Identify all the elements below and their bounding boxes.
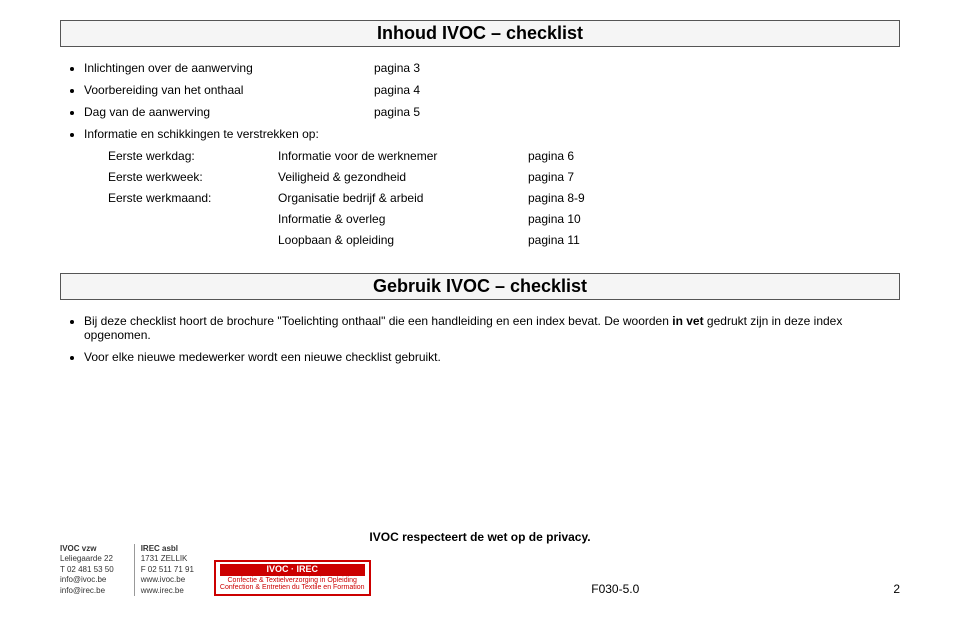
badge-top: IVOC · IREC — [220, 564, 365, 576]
footer-pagenum: 2 — [860, 582, 900, 596]
toc-what: Loopbaan & opleiding — [278, 233, 528, 247]
heading-inhoud: Inhoud IVOC – checklist — [60, 20, 900, 47]
toc-what: Informatie & overleg — [278, 212, 528, 226]
heading-gebruik: Gebruik IVOC – checklist — [60, 273, 900, 300]
toc-page: pagina 8-9 — [528, 191, 648, 205]
footer-privacy: IVOC respecteert de wet op de privacy. — [60, 530, 900, 544]
toc-what: Veiligheid & gezondheid — [278, 170, 528, 184]
toc-subrow: Informatie & overleg pagina 10 — [108, 212, 900, 226]
toc-page: pagina 7 — [528, 170, 648, 184]
org1-mail: info@ivoc.be — [60, 575, 114, 585]
page-footer: IVOC respecteert de wet op de privacy. I… — [60, 530, 900, 596]
footer-org2: IREC asbl 1731 ZELLIK F 02 511 71 91 www… — [134, 544, 200, 596]
toc-item: Inlichtingen over de aanwerving pagina 3 — [84, 61, 900, 75]
toc-subrow: Eerste werkmaand: Organisatie bedrijf & … — [108, 191, 900, 205]
toc-item: Voorbereiding van het onthaal pagina 4 — [84, 83, 900, 97]
org2-site: www.ivoc.be — [141, 575, 194, 585]
toc-when — [108, 233, 278, 247]
toc-what: Informatie voor de werknemer — [278, 149, 528, 163]
footer-org-block: IVOC vzw Leliegaarde 22 T 02 481 53 50 i… — [60, 544, 371, 596]
org1-addr: Leliegaarde 22 — [60, 554, 114, 564]
toc-nested-label: Informatie en schikkingen te verstrekken… — [84, 127, 900, 141]
org2-fax: F 02 511 71 91 — [141, 565, 194, 575]
toc-when: Eerste werkmaand: — [108, 191, 278, 205]
badge-l1: Confectie & Textielverzorging in Opleidi… — [220, 577, 365, 585]
usage-text-bold: in vet — [672, 314, 703, 328]
toc-page: pagina 11 — [528, 233, 648, 247]
toc-subrow: Loopbaan & opleiding pagina 11 — [108, 233, 900, 247]
heading-inhoud-text: Inhoud IVOC – checklist — [69, 23, 891, 44]
toc-when — [108, 212, 278, 226]
usage-text-pre: Bij deze checklist hoort de brochure "To… — [84, 314, 672, 328]
usage-list: Bij deze checklist hoort de brochure "To… — [60, 314, 900, 364]
toc-page: pagina 3 — [374, 61, 494, 75]
org2-site2: www.irec.be — [141, 586, 194, 596]
org1-mail2: info@irec.be — [60, 586, 114, 596]
toc-what: Organisatie bedrijf & arbeid — [278, 191, 528, 205]
toc-list: Inlichtingen over de aanwerving pagina 3… — [60, 61, 900, 247]
org2-name: IREC asbl — [141, 544, 194, 554]
toc-page: pagina 4 — [374, 83, 494, 97]
toc-label: Dag van de aanwerving — [84, 105, 374, 119]
badge-l2: Confection & Entretien du Textile en For… — [220, 584, 365, 592]
usage-item: Bij deze checklist hoort de brochure "To… — [84, 314, 900, 342]
footer-badge: IVOC · IREC Confectie & Textielverzorgin… — [214, 560, 371, 596]
toc-when: Eerste werkdag: — [108, 149, 278, 163]
toc-label: Inlichtingen over de aanwerving — [84, 61, 374, 75]
footer-org1: IVOC vzw Leliegaarde 22 T 02 481 53 50 i… — [60, 544, 120, 596]
toc-page: pagina 10 — [528, 212, 648, 226]
org1-tel: T 02 481 53 50 — [60, 565, 114, 575]
usage-item: Voor elke nieuwe medewerker wordt een ni… — [84, 350, 900, 364]
org1-name: IVOC vzw — [60, 544, 114, 554]
toc-sublist: Eerste werkdag: Informatie voor de werkn… — [108, 149, 900, 247]
usage-text-pre: Voor elke nieuwe medewerker wordt een ni… — [84, 350, 441, 364]
org2-addr: 1731 ZELLIK — [141, 554, 194, 564]
heading-gebruik-text: Gebruik IVOC – checklist — [69, 276, 891, 297]
toc-subrow: Eerste werkweek: Veiligheid & gezondheid… — [108, 170, 900, 184]
toc-when: Eerste werkweek: — [108, 170, 278, 184]
toc-item: Dag van de aanwerving pagina 5 — [84, 105, 900, 119]
toc-subrow: Eerste werkdag: Informatie voor de werkn… — [108, 149, 900, 163]
toc-page: pagina 5 — [374, 105, 494, 119]
toc-item-nested: Informatie en schikkingen te verstrekken… — [84, 127, 900, 247]
toc-page: pagina 6 — [528, 149, 648, 163]
footer-ref: F030-5.0 — [371, 582, 860, 596]
toc-label: Voorbereiding van het onthaal — [84, 83, 374, 97]
